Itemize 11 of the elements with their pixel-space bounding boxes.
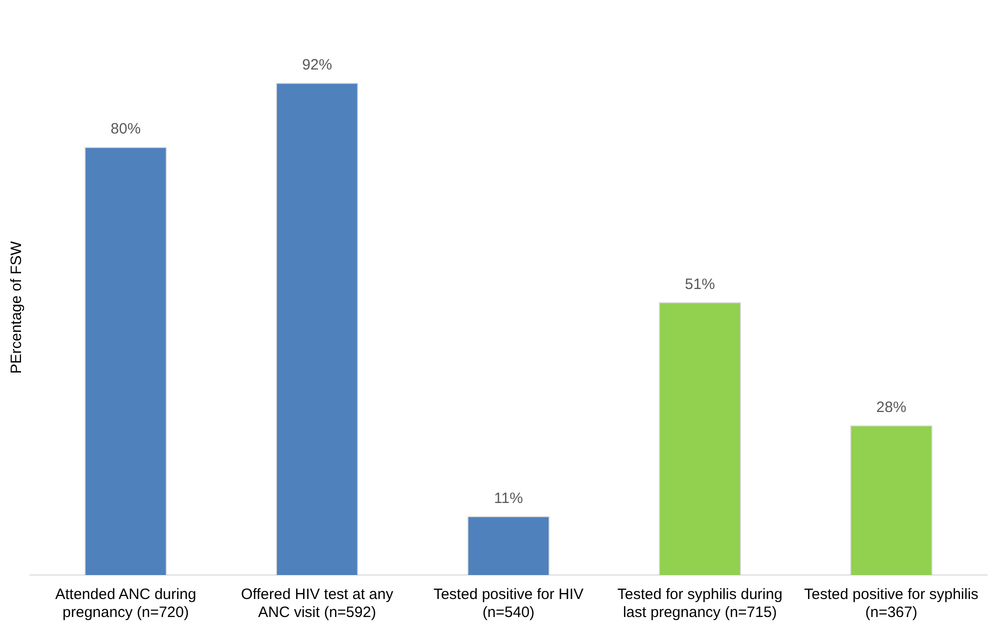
data-label: 11% <box>494 490 523 507</box>
x-tick-label: Tested positive for HIV (n=540) <box>433 586 584 622</box>
data-label: 80% <box>110 120 141 138</box>
data-label: 92% <box>302 56 332 74</box>
data-label: 28% <box>876 398 906 416</box>
x-tick-label: Offered HIV test at any ANC visit (n=592) <box>240 586 394 622</box>
x-tick-label: Tested for syphilis during last pregnancy (n=715) <box>617 586 782 622</box>
x-tick-label: Tested positive for syphilis (n=367) <box>804 586 978 622</box>
data-label: 51% <box>684 276 715 293</box>
y-axis-title: PErcentage of FSW <box>8 240 26 374</box>
x-tick-label: Attended ANC during pregnancy (n=720) <box>55 586 196 622</box>
